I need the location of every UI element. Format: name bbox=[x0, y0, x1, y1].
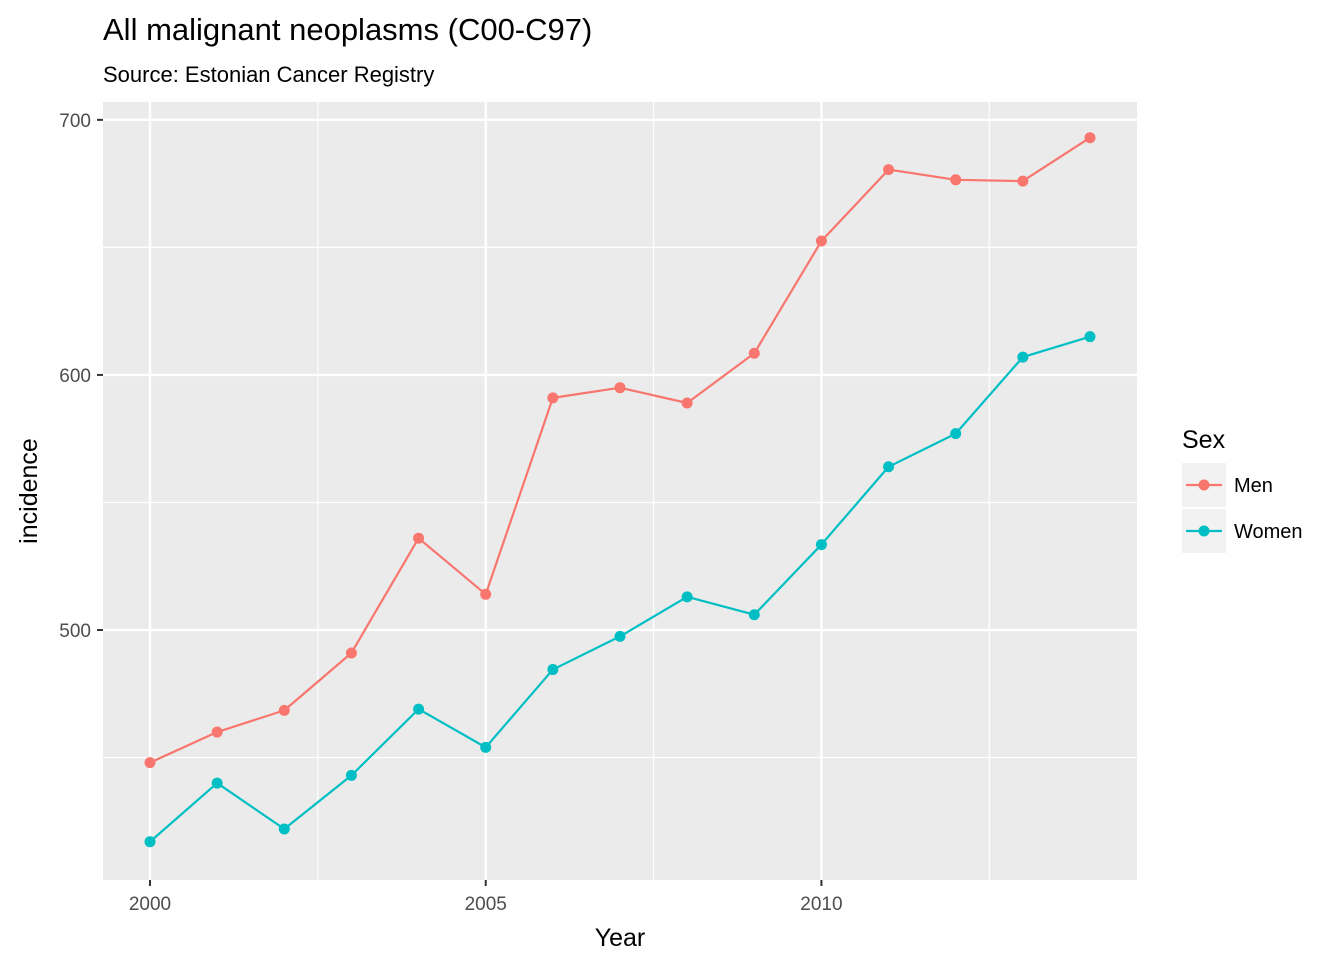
data-point-women bbox=[815, 539, 827, 551]
data-point-women bbox=[144, 836, 156, 848]
y-axis-title: incidence bbox=[15, 438, 43, 544]
data-point-men bbox=[345, 647, 357, 659]
legend-label-men: Men bbox=[1234, 475, 1273, 497]
data-point-men bbox=[614, 382, 626, 394]
grid-major bbox=[103, 102, 1137, 880]
legend-title: Sex bbox=[1182, 426, 1226, 454]
data-point-men bbox=[413, 532, 425, 544]
data-point-women bbox=[950, 428, 962, 440]
axis-layer: 500 600 700 2000 2005 2010 bbox=[59, 111, 842, 915]
legend-key-point-men bbox=[1198, 479, 1210, 491]
y-tick-label: 600 bbox=[59, 366, 91, 387]
y-tick-label: 500 bbox=[59, 621, 91, 642]
x-tick-label: 2005 bbox=[465, 894, 507, 915]
data-point-men bbox=[547, 392, 559, 404]
data-point-men bbox=[748, 347, 760, 359]
data-point-women bbox=[681, 591, 693, 603]
legend: Sex Men Women bbox=[1182, 426, 1303, 553]
data-point-women bbox=[211, 777, 223, 789]
data-point-men bbox=[480, 588, 492, 600]
grid-minor bbox=[103, 102, 1137, 880]
data-point-men bbox=[1084, 132, 1096, 144]
data-point-women bbox=[345, 769, 357, 781]
data-point-men bbox=[1017, 175, 1029, 187]
data-point-women bbox=[1084, 331, 1096, 343]
chart-subtitle: Source: Estonian Cancer Registry bbox=[103, 62, 435, 87]
x-tick-label: 2010 bbox=[800, 894, 842, 915]
series-layer bbox=[144, 132, 1096, 848]
data-point-men bbox=[211, 726, 223, 738]
data-point-women bbox=[1017, 351, 1029, 363]
legend-key-point-women bbox=[1198, 525, 1210, 537]
data-point-women bbox=[413, 703, 425, 715]
data-point-men bbox=[815, 235, 827, 247]
data-point-men bbox=[883, 164, 895, 176]
data-point-women bbox=[748, 609, 760, 621]
data-point-women bbox=[614, 630, 626, 642]
x-tick-label: 2000 bbox=[129, 894, 171, 915]
data-point-women bbox=[278, 823, 290, 835]
data-point-women bbox=[480, 741, 492, 753]
x-axis-title: Year bbox=[595, 924, 646, 952]
data-point-men bbox=[278, 704, 290, 716]
legend-label-women: Women bbox=[1234, 521, 1303, 543]
chart-title: All malignant neoplasms (C00-C97) bbox=[103, 12, 593, 47]
data-point-women bbox=[547, 664, 559, 676]
data-point-men bbox=[681, 397, 693, 409]
data-point-women bbox=[883, 461, 895, 473]
data-point-men bbox=[950, 174, 962, 186]
data-point-men bbox=[144, 757, 156, 769]
y-tick-label: 700 bbox=[59, 111, 91, 132]
plot-panel bbox=[103, 102, 1137, 880]
